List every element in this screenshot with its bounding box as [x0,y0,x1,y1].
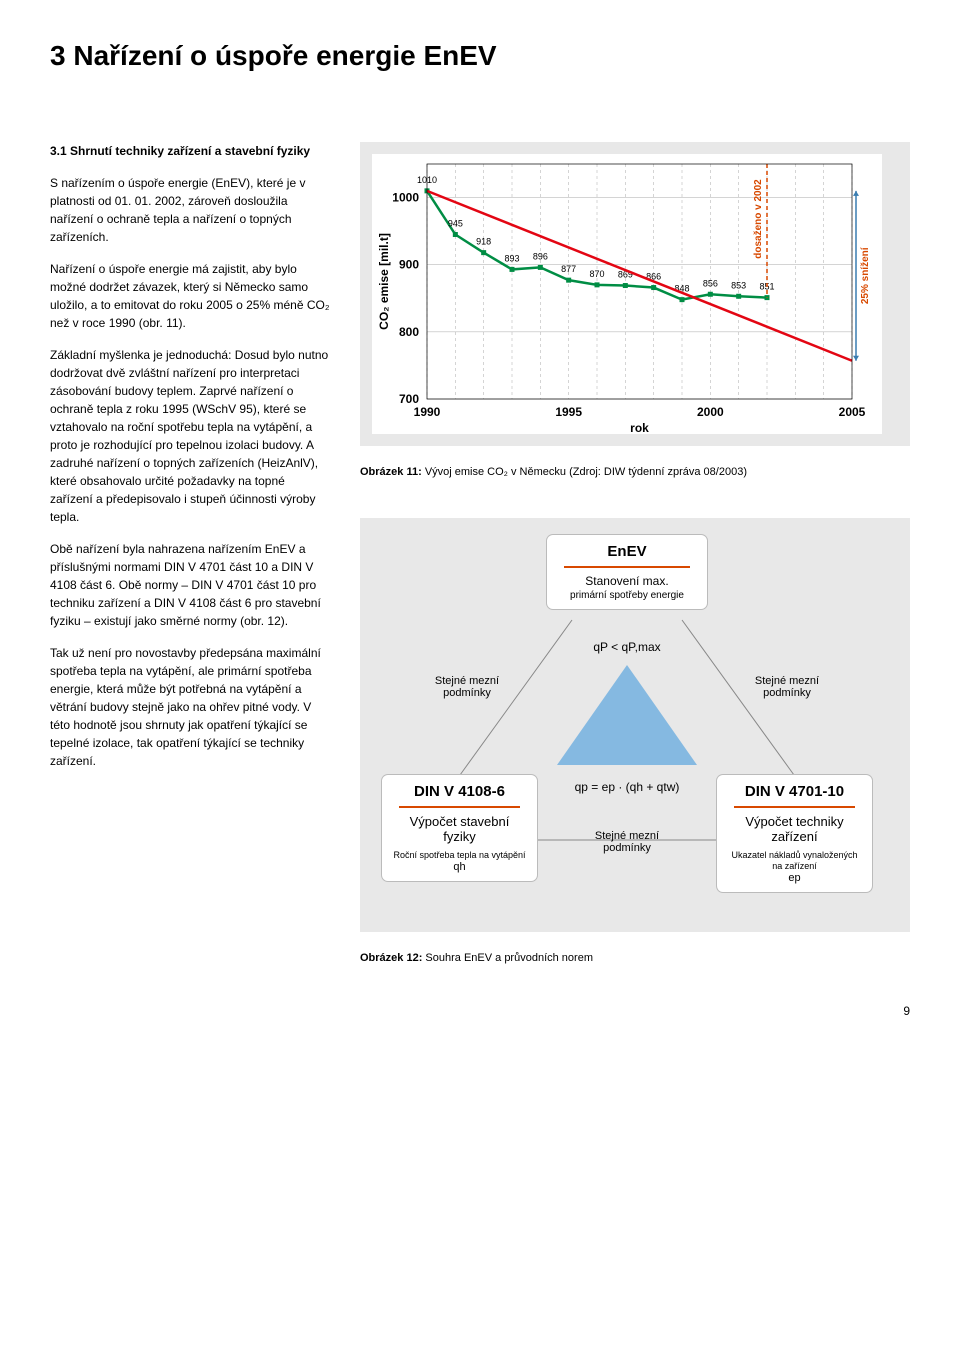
din-4108-var: qh [392,861,527,873]
svg-text:CO₂ emise [mil.t]: CO₂ emise [mil.t] [377,233,391,330]
din-4701-sub: Výpočet techniky zařízení [727,814,862,844]
paragraph: S nařízením o úspoře energie (EnEV), kte… [50,174,330,246]
caption-text: Souhra EnEV a průvodních norem [422,952,593,964]
page-title: 3 Nařízení o úspoře energie EnEV [50,40,910,72]
svg-text:945: 945 [448,219,463,229]
svg-text:856: 856 [703,278,718,288]
svg-text:870: 870 [589,269,604,279]
edge-label-top-right: Stejné mezní podmínky [742,675,832,699]
paragraph: Tak už není pro novostavby předepsána ma… [50,644,330,770]
enev-title: EnEV [557,543,697,560]
din-4108-box: DIN V 4108-6 Výpočet stavební fyziky Roč… [382,775,537,881]
paragraph: Základní myšlenka je jednoduchá: Dosud b… [50,346,330,526]
din-4108-small: Roční spotřeba tepla na vytápění [392,850,527,861]
caption-text: Vývoj emise CO₂ v Německu (Zdroj: DIW tý… [422,466,747,478]
svg-text:893: 893 [504,253,519,263]
figure-12-caption: Obrázek 12: Souhra EnEV a průvodních nor… [360,952,910,964]
din-4108-title: DIN V 4108-6 [392,783,527,800]
svg-text:877: 877 [561,264,576,274]
enev-diagram: EnEV Stanovení max. primární spotřeby en… [372,530,882,920]
svg-text:918: 918 [476,237,491,247]
figure-11-box: 700 800 900 1000 1990 1995 2000 2005 rok CO₂ emis… [360,142,910,446]
din-4701-small: Ukazatel nákladů vynaložených na zařízen… [727,850,862,872]
edge-label-bottom: Stejné mezní podmínky [577,830,677,854]
figure-11-caption: Obrázek 11: Vývoj emise CO₂ v Německu (Z… [360,466,910,478]
section-heading: 3.1 Shrnutí techniky zařízení a stavební… [50,142,330,160]
svg-text:896: 896 [533,251,548,261]
svg-text:700: 700 [399,392,419,406]
left-column: 3.1 Shrnutí techniky zařízení a stavební… [50,142,330,964]
page-number: 9 [50,1004,910,1018]
svg-text:rok: rok [630,421,649,434]
din-4701-title: DIN V 4701-10 [727,783,862,800]
din-4701-var: ep [727,872,862,884]
figure-12-box: EnEV Stanovení max. primární spotřeby en… [360,518,910,932]
enev-sub1: Stanovení max. [557,574,697,588]
chart-svg: 700 800 900 1000 1990 1995 2000 2005 rok CO₂ emis… [372,154,882,434]
enev-box: EnEV Stanovení max. primární spotřeby en… [547,535,707,609]
right-column: 700 800 900 1000 1990 1995 2000 2005 rok CO₂ emis… [360,142,910,964]
main-content: 3.1 Shrnutí techniky zařízení a stavební… [50,142,910,964]
din-4108-sub: Výpočet stavební fyziky [392,814,527,844]
co2-emission-chart: 700 800 900 1000 1990 1995 2000 2005 rok CO₂ emis… [372,154,882,434]
caption-bold: Obrázek 12: [360,952,422,964]
svg-text:1000: 1000 [392,191,419,205]
svg-text:800: 800 [399,325,419,339]
svg-text:1990: 1990 [414,405,441,419]
paragraph: Nařízení o úspoře energie má zajistit, a… [50,260,330,332]
paragraph: Obě nařízení byla nahrazena nařízením En… [50,540,330,630]
svg-text:1995: 1995 [555,405,582,419]
din-4701-box: DIN V 4701-10 Výpočet techniky zařízení … [717,775,872,892]
svg-text:853: 853 [731,280,746,290]
svg-text:2000: 2000 [697,405,724,419]
formula-label: qp = ep · (qh + qtw) [562,780,692,794]
enev-sub2: primární spotřeby energie [557,590,697,601]
caption-bold: Obrázek 11: [360,466,422,478]
svg-text:25% snížení: 25% snížení [860,246,871,304]
edge-label-top-left: Stejné mezní podmínky [422,675,512,699]
svg-text:2005: 2005 [839,405,866,419]
svg-text:dosaženo v 2002: dosaženo v 2002 [753,179,764,259]
condition-label: qP < qP,max [582,640,672,654]
svg-text:900: 900 [399,258,419,272]
